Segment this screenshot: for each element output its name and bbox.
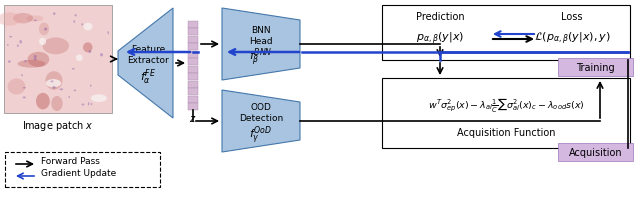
Ellipse shape [108,31,109,34]
Ellipse shape [0,12,21,26]
Ellipse shape [91,94,107,102]
Ellipse shape [74,14,77,16]
Text: Acquisition: Acquisition [569,148,622,158]
Ellipse shape [28,52,49,67]
Text: Feature
Extractor: Feature Extractor [127,45,169,65]
Ellipse shape [8,78,26,94]
Bar [188,36,198,43]
Ellipse shape [60,88,63,90]
Ellipse shape [34,20,37,21]
Ellipse shape [82,104,84,105]
Bar [188,96,198,102]
Ellipse shape [51,81,54,82]
Polygon shape [118,8,173,118]
Ellipse shape [39,23,49,35]
Ellipse shape [72,68,75,70]
Ellipse shape [52,86,56,89]
Ellipse shape [33,58,37,60]
Bar [188,21,198,28]
Ellipse shape [13,13,33,23]
Bar [188,58,198,65]
Ellipse shape [17,60,45,68]
Ellipse shape [43,38,69,54]
Ellipse shape [53,12,56,15]
Ellipse shape [44,28,47,31]
Ellipse shape [74,89,76,91]
Text: $f_{\gamma}^{OoD}$: $f_{\gamma}^{OoD}$ [250,125,273,147]
Bar [188,103,198,110]
Text: Acquisition Function: Acquisition Function [457,128,556,138]
Ellipse shape [88,50,92,53]
Text: OOD
Detection: OOD Detection [239,103,283,123]
Text: $f_{\beta}^{BNN}$: $f_{\beta}^{BNN}$ [249,47,273,69]
Ellipse shape [22,97,26,98]
Text: Forward Pass: Forward Pass [41,158,100,166]
Ellipse shape [91,103,92,105]
Ellipse shape [24,60,27,62]
Ellipse shape [100,53,103,56]
Text: $p_{\alpha,\beta}(y|x)$: $p_{\alpha,\beta}(y|x)$ [416,31,464,47]
Text: Prediction: Prediction [416,12,464,22]
Ellipse shape [83,42,93,52]
Ellipse shape [81,23,83,25]
Ellipse shape [34,55,36,58]
Ellipse shape [90,84,92,87]
Ellipse shape [36,93,50,109]
Bar [382,78,630,148]
Ellipse shape [8,60,11,63]
Ellipse shape [22,87,26,89]
Bar [188,73,198,80]
Ellipse shape [9,36,12,38]
Ellipse shape [88,102,90,105]
Text: BNN
Head: BNN Head [249,26,273,46]
Bar [5,152,160,187]
Text: $z$: $z$ [189,114,196,124]
Ellipse shape [21,74,23,76]
Ellipse shape [19,40,22,43]
Ellipse shape [76,54,83,61]
Bar [188,81,198,87]
Ellipse shape [51,96,63,111]
Bar [188,66,198,72]
Ellipse shape [68,96,70,98]
Ellipse shape [39,38,46,45]
Ellipse shape [84,23,93,30]
Ellipse shape [45,79,61,87]
Bar [558,143,633,161]
Polygon shape [222,90,300,152]
Polygon shape [222,8,300,80]
Bar [382,5,630,60]
Bar [558,58,633,76]
Bar [188,43,198,50]
Text: Loss: Loss [561,12,583,22]
Bar [188,28,198,35]
Text: Gradient Update: Gradient Update [41,169,116,179]
Ellipse shape [26,15,44,22]
Text: $\mathcal{L}(p_{\alpha,\beta}(y|x), y)$: $\mathcal{L}(p_{\alpha,\beta}(y|x), y)$ [534,31,611,47]
Bar [4,5,112,113]
Bar [188,51,198,58]
Ellipse shape [17,44,19,47]
Ellipse shape [73,20,76,23]
Text: Image patch $x$: Image patch $x$ [22,119,94,133]
Text: $f_{\alpha}^{FE}$: $f_{\alpha}^{FE}$ [140,67,156,87]
Text: $w^T\sigma^2_{ep}(x) - \lambda_{al}\frac{1}{C}\sum\sigma^2_{al}(x)_c - \lambda_{: $w^T\sigma^2_{ep}(x) - \lambda_{al}\frac… [428,97,584,115]
Text: Training: Training [576,63,615,73]
Ellipse shape [7,44,9,46]
Ellipse shape [45,71,63,90]
Bar [188,88,198,95]
